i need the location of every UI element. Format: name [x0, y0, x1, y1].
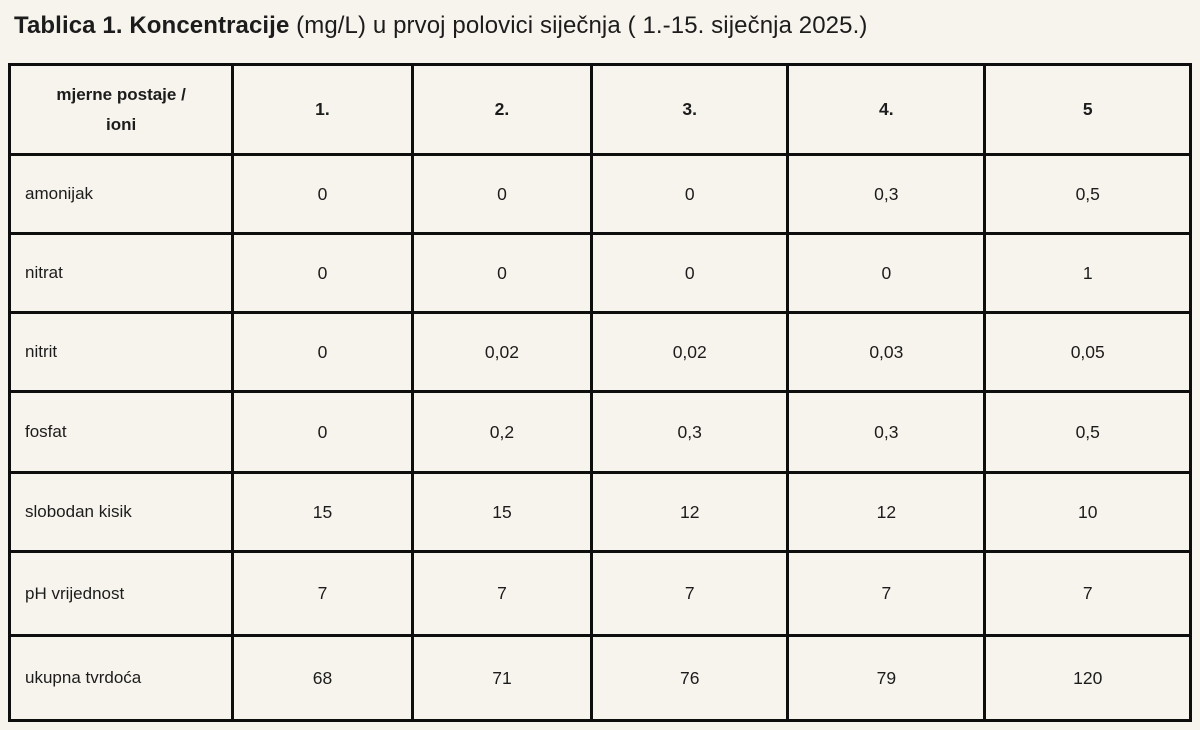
- data-cell: 10: [983, 471, 1192, 554]
- data-cell: 12: [786, 471, 987, 554]
- column-header-station-5: 5: [983, 63, 1192, 157]
- data-cell: 15: [231, 471, 414, 554]
- data-cell: 0,5: [983, 390, 1192, 475]
- row-label: slobodan kisik: [7, 471, 235, 554]
- data-cell: 120: [983, 634, 1192, 723]
- header-row: mjerne postaje / ioni 1. 2. 3. 4. 5: [7, 63, 1192, 157]
- data-cell: 0,02: [590, 311, 790, 394]
- row-label: fosfat: [7, 390, 235, 475]
- data-cell: 0: [231, 390, 414, 475]
- data-cell: 0,3: [786, 390, 987, 475]
- data-cell: 0,3: [786, 153, 987, 236]
- data-cell: 15: [410, 471, 594, 554]
- data-cell: 0,05: [983, 311, 1192, 394]
- row-label: pH vrijednost: [7, 550, 235, 638]
- column-header-station-1: 1.: [231, 63, 414, 157]
- table-row-fosfat: fosfat 0 0,2 0,3 0,3 0,5: [7, 390, 1192, 475]
- data-cell: 0,5: [983, 153, 1192, 236]
- table-row-amonijak: amonijak 0 0 0 0,3 0,5: [7, 153, 1192, 236]
- column-header-station-4: 4.: [786, 63, 987, 157]
- data-cell: 0: [590, 153, 790, 236]
- data-cell: 71: [410, 634, 594, 723]
- data-cell: 0: [590, 232, 790, 315]
- data-cell: 1: [983, 232, 1192, 315]
- data-cell: 0,02: [410, 311, 594, 394]
- data-cell: 76: [590, 634, 790, 723]
- table-row-nitrit: nitrit 0 0,02 0,02 0,03 0,05: [7, 311, 1192, 394]
- row-label: nitrat: [7, 232, 235, 315]
- column-header-station-3: 3.: [590, 63, 790, 157]
- table-row-nitrat: nitrat 0 0 0 0 1: [7, 232, 1192, 315]
- table-caption-rest: (mg/L) u prvoj polovici siječnja ( 1.-15…: [289, 12, 868, 39]
- data-cell: 0: [410, 232, 594, 315]
- corner-header-line2: ioni: [105, 114, 137, 134]
- data-cell: 7: [983, 550, 1192, 638]
- data-cell: 12: [590, 471, 790, 554]
- corner-header-line1: mjerne postaje /: [56, 84, 186, 104]
- data-cell: 0: [786, 232, 987, 315]
- row-label: nitrit: [7, 311, 235, 394]
- data-cell: 0: [231, 153, 414, 236]
- table-caption: Tablica 1. Koncentracije (mg/L) u prvoj …: [0, 0, 1200, 41]
- data-cell: 0: [410, 153, 594, 236]
- data-cell: 0,2: [410, 390, 594, 475]
- data-cell: 0,03: [786, 311, 987, 394]
- concentration-table: mjerne postaje / ioni 1. 2. 3. 4. 5 amon…: [7, 63, 1192, 723]
- table-row-ukupna-tvrdoca: ukupna tvrdoća 68 71 76 79 120: [7, 634, 1192, 723]
- column-header-station-2: 2.: [410, 63, 594, 157]
- row-label: amonijak: [7, 153, 235, 236]
- data-cell: 7: [410, 550, 594, 638]
- table-row-ph-vrijednost: pH vrijednost 7 7 7 7 7: [7, 550, 1192, 638]
- table-row-slobodan-kisik: slobodan kisik 15 15 12 12 10: [7, 471, 1192, 554]
- data-cell: 68: [231, 634, 414, 723]
- data-cell: 0: [231, 232, 414, 315]
- data-cell: 0,3: [590, 390, 790, 475]
- data-cell: 7: [786, 550, 987, 638]
- data-cell: 79: [786, 634, 987, 723]
- row-label: ukupna tvrdoća: [7, 634, 235, 723]
- data-cell: 7: [231, 550, 414, 638]
- data-cell: 0: [231, 311, 414, 394]
- corner-header-cell: mjerne postaje / ioni: [7, 63, 235, 157]
- data-cell: 7: [590, 550, 790, 638]
- table-caption-bold: Tablica 1. Koncentracije: [14, 12, 290, 39]
